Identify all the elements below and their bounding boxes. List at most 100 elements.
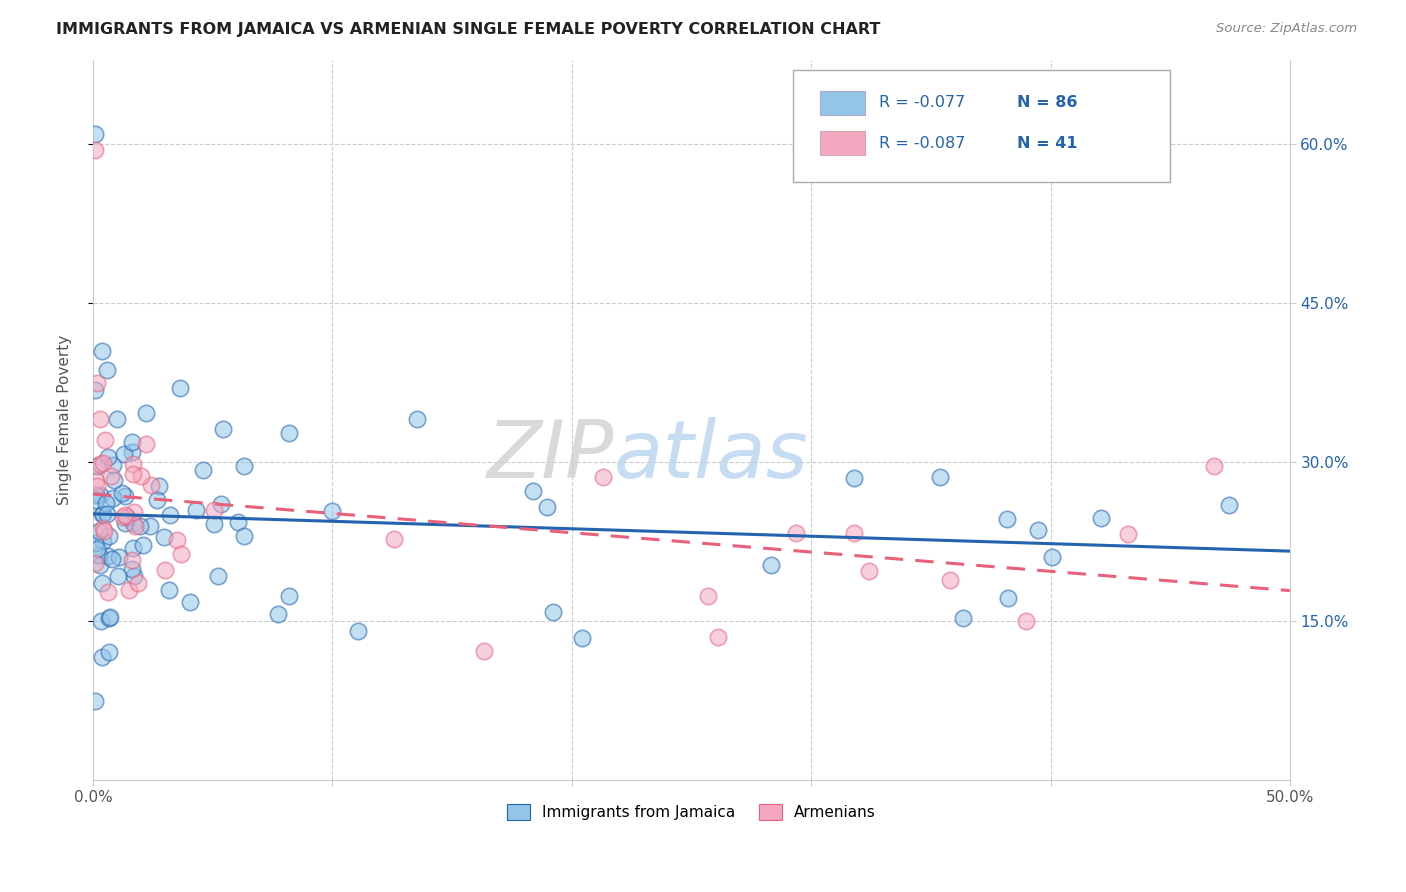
Point: [112, 447, 135, 461]
Point: [858, 564, 880, 578]
Point: [153, 531, 176, 545]
Text: N = 86: N = 86: [1017, 95, 1077, 111]
Point: [761, 558, 783, 573]
Point: [96, 507, 118, 521]
Point: [226, 515, 249, 529]
Point: [127, 576, 149, 591]
Point: [995, 511, 1018, 525]
Point: [91, 507, 114, 521]
Point: [1015, 614, 1038, 628]
Point: [118, 583, 141, 598]
Point: [86, 458, 108, 473]
Point: [97, 450, 120, 465]
Point: [98, 646, 121, 660]
Point: [91, 521, 114, 535]
FancyBboxPatch shape: [793, 70, 1170, 182]
Text: ZIP: ZIP: [486, 417, 613, 494]
Point: [101, 552, 124, 566]
Point: [139, 477, 162, 491]
Y-axis label: Single Female Poverty: Single Female Poverty: [58, 334, 72, 505]
Point: [191, 463, 214, 477]
Text: atlas: atlas: [613, 417, 808, 494]
Point: [1040, 550, 1063, 565]
Point: [211, 422, 233, 436]
Point: [94, 496, 117, 510]
Point: [159, 508, 181, 523]
Point: [86, 376, 108, 390]
Point: [114, 516, 136, 530]
Point: [91, 533, 114, 548]
Point: [84, 535, 107, 549]
Point: [89, 548, 111, 562]
Point: [122, 467, 145, 481]
Point: [90, 650, 112, 665]
Point: [107, 569, 129, 583]
Point: [90, 343, 112, 358]
Point: [105, 412, 128, 426]
Point: [84, 693, 107, 707]
Point: [128, 519, 150, 533]
Legend: Immigrants from Jamaica, Armenians: Immigrants from Jamaica, Armenians: [502, 797, 882, 826]
Point: [1118, 527, 1140, 541]
Point: [571, 632, 593, 646]
Point: [90, 507, 112, 521]
Point: [179, 595, 201, 609]
Point: [115, 509, 138, 524]
Point: [84, 127, 107, 141]
Point: [202, 503, 225, 517]
Point: [89, 558, 111, 572]
Point: [97, 585, 120, 599]
Point: [97, 611, 120, 625]
Point: [91, 576, 114, 591]
Point: [696, 589, 718, 603]
Point: [89, 412, 111, 426]
Point: [952, 611, 974, 625]
Point: [267, 607, 290, 621]
Point: [592, 470, 614, 484]
Point: [131, 537, 153, 551]
Point: [139, 519, 162, 533]
Point: [543, 606, 565, 620]
Point: [186, 503, 208, 517]
Point: [278, 590, 301, 604]
Point: [114, 508, 136, 522]
Point: [98, 610, 121, 624]
Point: [93, 524, 115, 538]
Point: [209, 497, 232, 511]
Point: [207, 569, 229, 583]
Point: [96, 362, 118, 376]
Bar: [820, 131, 865, 155]
Point: [122, 458, 145, 472]
Point: [97, 528, 120, 542]
Point: [277, 426, 299, 441]
Point: [86, 479, 108, 493]
Point: [929, 470, 952, 484]
Point: [84, 143, 107, 157]
Point: [87, 524, 110, 539]
Point: [169, 381, 191, 395]
Point: [233, 458, 256, 473]
Point: [114, 489, 136, 503]
Bar: [820, 91, 865, 115]
Point: [1202, 458, 1225, 473]
Point: [121, 553, 143, 567]
Point: [100, 468, 122, 483]
Point: [202, 517, 225, 532]
Point: [89, 458, 111, 472]
Point: [103, 458, 125, 472]
Point: [111, 486, 134, 500]
Point: [406, 411, 429, 425]
Point: [148, 479, 170, 493]
Point: [124, 518, 146, 533]
Point: [536, 500, 558, 514]
Point: [122, 505, 145, 519]
Point: [121, 435, 143, 450]
Point: [101, 491, 124, 505]
Point: [155, 563, 177, 577]
Text: Source: ZipAtlas.com: Source: ZipAtlas.com: [1216, 22, 1357, 36]
Point: [86, 542, 108, 557]
Point: [321, 504, 343, 518]
Point: [103, 473, 125, 487]
Point: [97, 549, 120, 563]
Point: [146, 493, 169, 508]
